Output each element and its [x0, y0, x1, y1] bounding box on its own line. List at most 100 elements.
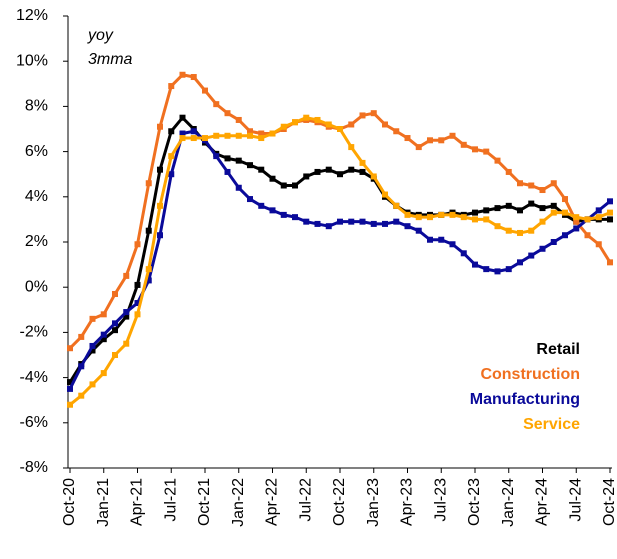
data-point	[460, 141, 467, 148]
data-point	[337, 126, 343, 132]
x-tick-label: Apr-24	[534, 478, 551, 526]
data-point	[280, 123, 287, 130]
x-tick-label: Jan-23	[365, 478, 382, 527]
data-point	[157, 166, 163, 173]
data-point	[89, 342, 96, 349]
data-point	[359, 112, 366, 119]
data-point	[303, 173, 310, 180]
data-point	[67, 379, 73, 386]
data-point	[348, 121, 355, 128]
data-point	[517, 229, 523, 236]
data-point	[134, 281, 141, 288]
y-tick-label: 2%	[25, 233, 48, 250]
data-point	[483, 266, 490, 273]
data-point	[595, 207, 602, 214]
data-point	[123, 340, 130, 347]
data-point	[483, 207, 490, 214]
data-point	[168, 128, 175, 135]
data-point	[427, 236, 433, 243]
data-point	[258, 130, 265, 137]
data-point	[370, 173, 377, 180]
y-tick-label: 12%	[16, 7, 48, 24]
data-point	[595, 241, 602, 248]
data-point	[393, 128, 400, 135]
data-point	[67, 401, 73, 408]
data-point	[78, 363, 85, 370]
data-point	[224, 168, 231, 175]
data-point	[145, 277, 152, 284]
data-point	[145, 227, 152, 234]
data-point	[359, 168, 366, 175]
data-point	[472, 216, 478, 223]
data-point	[607, 259, 613, 266]
data-point	[123, 272, 130, 279]
data-point	[280, 211, 287, 218]
data-point	[550, 239, 557, 245]
data-point	[179, 135, 186, 142]
data-point	[539, 245, 546, 252]
data-point	[247, 162, 253, 169]
data-point	[573, 218, 580, 225]
data-point	[112, 352, 118, 358]
data-point	[123, 313, 130, 320]
data-point	[325, 121, 332, 128]
y-tick-label: 10%	[16, 52, 48, 69]
data-point	[202, 87, 208, 94]
data-point	[202, 135, 208, 142]
y-tick-label: -8%	[20, 459, 48, 476]
data-point	[269, 207, 276, 214]
data-point	[100, 370, 107, 377]
data-point	[100, 311, 107, 318]
data-point	[235, 132, 242, 139]
data-point	[303, 114, 310, 121]
data-point	[258, 166, 265, 173]
data-point	[427, 214, 433, 221]
y-tick-label: 0%	[25, 278, 48, 295]
x-tick-label: Oct-21	[196, 478, 213, 526]
data-point	[247, 132, 253, 139]
data-point	[190, 128, 197, 135]
x-tick-label: Apr-23	[399, 478, 416, 526]
data-point	[179, 130, 186, 137]
data-point	[258, 202, 265, 209]
data-point	[393, 218, 400, 225]
data-point	[235, 116, 242, 123]
data-point	[517, 259, 523, 266]
data-point	[382, 121, 388, 128]
data-point	[438, 236, 445, 243]
x-tick-label: Jan-24	[500, 478, 517, 527]
data-point	[348, 166, 355, 173]
data-point	[258, 135, 265, 142]
data-point	[550, 209, 557, 216]
x-tick-label: Oct-20	[61, 478, 78, 526]
data-point	[404, 135, 411, 142]
data-point	[472, 209, 478, 216]
data-point	[112, 290, 118, 297]
data-point	[562, 209, 568, 216]
data-point	[505, 266, 512, 273]
data-point	[89, 315, 96, 322]
x-tick-label: Oct-23	[466, 478, 483, 526]
data-point	[325, 166, 332, 173]
x-tick-label: Jan-21	[95, 478, 112, 527]
data-point	[607, 209, 613, 216]
data-point	[382, 220, 388, 227]
data-point	[505, 202, 512, 209]
data-point	[314, 220, 321, 227]
x-tick-label: Jan-22	[230, 478, 247, 527]
data-point	[145, 180, 152, 187]
data-point	[359, 218, 366, 225]
data-point	[528, 182, 535, 189]
data-point	[528, 252, 535, 259]
data-point	[404, 211, 411, 218]
data-point	[190, 74, 197, 81]
data-point	[404, 223, 411, 230]
data-point	[292, 214, 298, 221]
data-point	[505, 168, 512, 175]
data-point	[157, 202, 163, 209]
data-point	[235, 184, 242, 191]
data-point	[494, 223, 501, 230]
data-point	[168, 83, 175, 90]
data-point	[280, 182, 287, 189]
annotation: yoy	[87, 27, 114, 44]
